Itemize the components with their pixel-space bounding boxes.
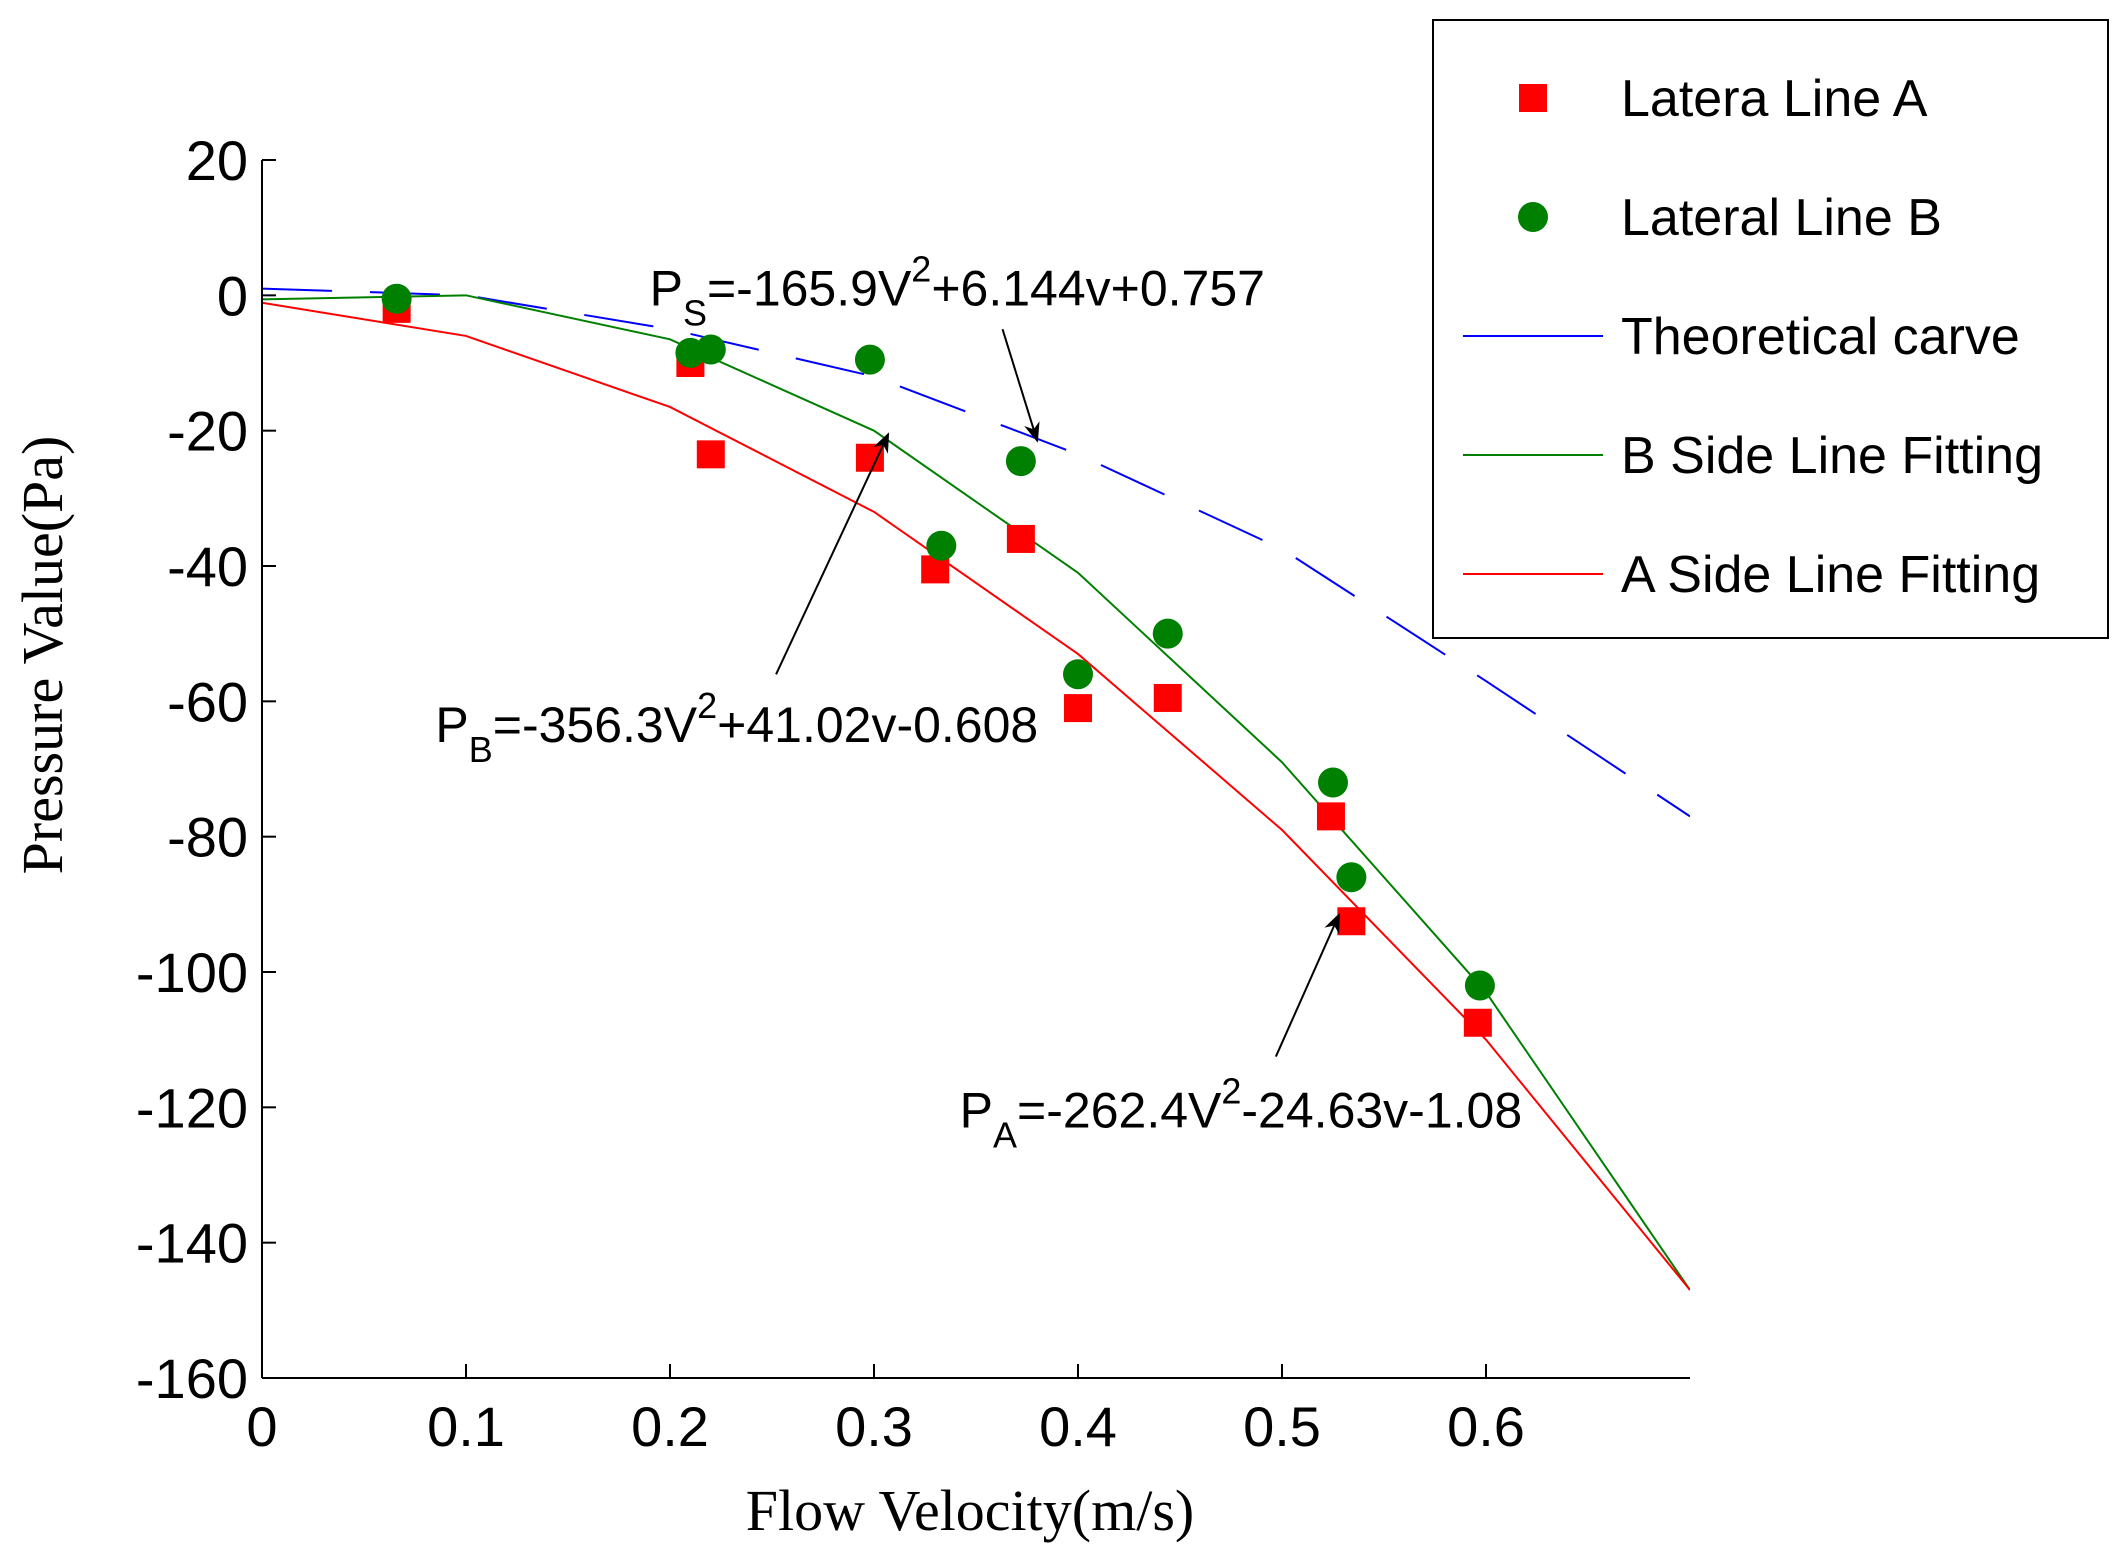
data-point-circle: [695, 334, 726, 365]
legend: Latera Line A Lateral Line B Theoretical c…: [1432, 19, 2109, 639]
data-point-circle: [1336, 862, 1367, 893]
legend-label: Theoretical carve: [1621, 308, 2020, 366]
x-tick-label: 0.1: [427, 1395, 505, 1458]
y-tick-label: -60: [167, 670, 248, 733]
equation-part: 2: [911, 248, 931, 289]
data-point-circle: [381, 283, 412, 314]
x-axis-title: Flow Velocity(m/s): [746, 1478, 1194, 1543]
annotations: PS=-165.9V2+6.144v+0.757PB=-356.3V2+41.0…: [435, 248, 1522, 1155]
data-point-circle: [1464, 970, 1495, 1001]
annotation-arrow: [1001, 328, 1040, 443]
data-point-square: [1463, 1008, 1492, 1037]
data-point-square: [1153, 683, 1182, 712]
equation-part: =-262.4V: [1017, 1083, 1222, 1139]
y-tick-label: -80: [167, 806, 248, 869]
x-tick-label: 0.2: [631, 1395, 709, 1458]
equation-part: 2: [697, 685, 717, 726]
x-tick-label: 0.6: [1447, 1395, 1525, 1458]
fit-line: [262, 301, 1690, 1291]
legend-box: [1432, 19, 2109, 639]
x-tick-label: 0.3: [835, 1395, 913, 1458]
fit-line: [262, 294, 1690, 1291]
x-tick-label: 0.4: [1039, 1395, 1117, 1458]
equation-part: 2: [1221, 1071, 1241, 1112]
y-tick-label: -160: [136, 1347, 248, 1410]
equation-label: PB=-356.3V2+41.02v-0.608: [435, 685, 1038, 770]
equation-part: P: [650, 260, 683, 316]
equation-part: +6.144v+0.757: [931, 260, 1265, 316]
data-point-square: [1316, 802, 1345, 831]
legend-label: B Side Line Fitting: [1621, 427, 2043, 485]
x-tick-label: 0.5: [1243, 1395, 1321, 1458]
equation-part: =-165.9V: [707, 260, 912, 316]
y-axis-title: Pressure Value(Pa): [10, 436, 75, 875]
x-tick-label: 0: [246, 1395, 277, 1458]
data-point-square: [696, 440, 725, 469]
equation-part: =-356.3V: [493, 697, 698, 753]
equation-part: -24.63v-1.08: [1241, 1083, 1522, 1139]
data-point-square: [855, 443, 884, 472]
annotation-arrow: [775, 432, 890, 675]
y-tick-label: 20: [186, 129, 248, 192]
equation-part: +41.02v-0.608: [717, 697, 1038, 753]
data-point-square: [1006, 524, 1035, 553]
y-tick-label: -40: [167, 535, 248, 598]
equation-part: P: [435, 697, 468, 753]
data-point-circle: [854, 344, 885, 375]
equation-part: A: [993, 1115, 1017, 1156]
equation-label: PS=-165.9V2+6.144v+0.757: [650, 248, 1265, 333]
data-point-circle: [1063, 659, 1093, 690]
theoretical-curve-line: [262, 287, 1690, 818]
y-tick-label: -20: [167, 400, 248, 463]
y-tick-label: -120: [136, 1076, 248, 1139]
data-point-circle: [1318, 767, 1348, 798]
y-tick-label: -140: [136, 1212, 248, 1275]
legend-label: Latera Line A: [1621, 70, 1928, 128]
legend-swatch-square: [1519, 84, 1547, 112]
plot-area: [262, 283, 1690, 1291]
data-point-circle: [926, 530, 957, 561]
legend-label: Lateral Line B: [1621, 189, 1942, 247]
annotation-arrow: [1274, 912, 1341, 1057]
data-point-square: [1337, 907, 1366, 936]
equation-part: P: [960, 1083, 993, 1139]
data-point-circle: [1152, 618, 1183, 649]
equation-part: B: [469, 729, 493, 770]
y-tick-label: 0: [217, 264, 248, 327]
legend-swatch-circle: [1518, 202, 1548, 232]
legend-label: A Side Line Fitting: [1621, 546, 2040, 604]
data-point-square: [1064, 694, 1092, 723]
axes: 0 0.1 0.2 0.3 0.4 0.5 0.6 20 0 -20 -40 -60 -80 -100 -1…: [136, 129, 1690, 1458]
equation-label: PA=-262.4V2-24.63v-1.08: [960, 1071, 1522, 1156]
data-point-circle: [1005, 446, 1036, 477]
equation-part: S: [683, 292, 707, 333]
y-tick-label: -100: [136, 941, 248, 1004]
